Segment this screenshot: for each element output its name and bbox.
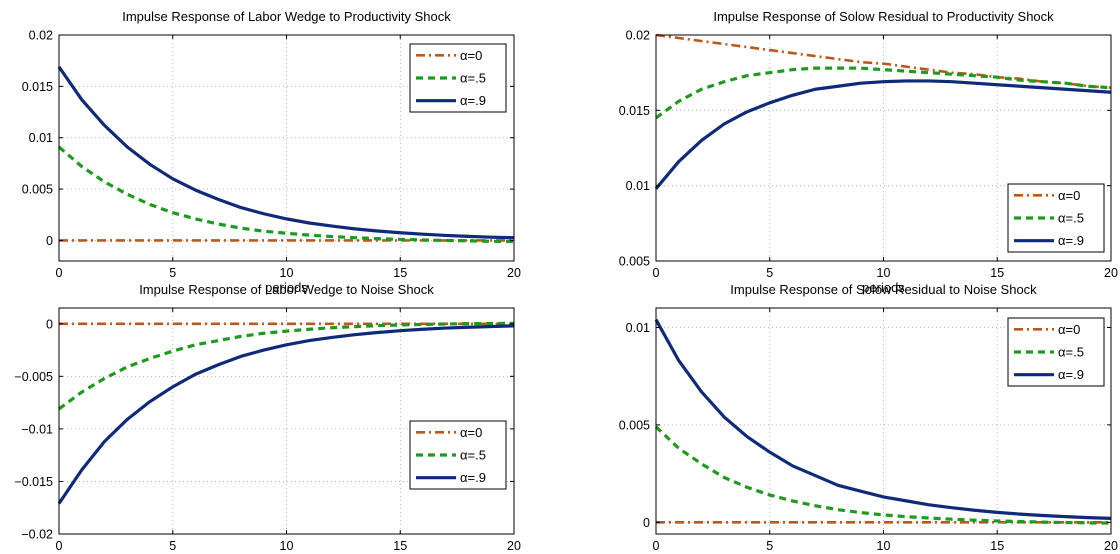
chart-title: Impulse Response of Solow Residual to No… bbox=[730, 282, 1037, 297]
x-tick-label: 10 bbox=[280, 539, 294, 553]
x-tick-label: 15 bbox=[990, 266, 1004, 280]
legend-label: α=0 bbox=[1058, 188, 1080, 203]
x-tick-label: 5 bbox=[766, 266, 773, 280]
legend-label: α=0 bbox=[460, 425, 482, 440]
chart-panel-1: 0 5 10 15 20 0 0.005 0.01 0.015 0.02 Impulse Respo… bbox=[22, 9, 521, 295]
x-tick-label: 20 bbox=[507, 266, 521, 280]
series-line-3 bbox=[654, 79, 1112, 190]
chart-title: Impulse Response of Labor Wedge to Noise… bbox=[139, 282, 434, 297]
y-tick-label: −0.005 bbox=[14, 370, 53, 384]
x-tick-label: 10 bbox=[877, 266, 891, 280]
chart-panel-2: 0 5 10 15 20 0.005 0.01 0.015 0.02 Impulse Respon… bbox=[619, 9, 1118, 295]
x-axis-label: periods bbox=[265, 280, 308, 295]
legend-label: α=.9 bbox=[1058, 233, 1084, 248]
series-line-3 bbox=[57, 324, 515, 505]
chart-title: Impulse Response of Solow Residual to Pr… bbox=[713, 9, 1054, 24]
x-tick-label: 5 bbox=[169, 539, 176, 553]
y-tick-label: 0.02 bbox=[29, 29, 53, 43]
legend: α=0 α=.5 α=.9 bbox=[409, 420, 507, 490]
chart-title: Impulse Response of Labor Wedge to Produ… bbox=[122, 9, 451, 24]
x-tick-label: 15 bbox=[990, 539, 1004, 553]
y-tick-label: 0.015 bbox=[619, 104, 650, 118]
legend-label: α=.5 bbox=[460, 448, 486, 463]
legend-label: α=.5 bbox=[1058, 345, 1084, 360]
x-tick-label: 10 bbox=[877, 539, 891, 553]
x-tick-label: 20 bbox=[507, 539, 521, 553]
x-tick-label: 5 bbox=[169, 266, 176, 280]
series-line-3 bbox=[57, 65, 515, 240]
series-line-2 bbox=[654, 425, 1112, 525]
y-tick-label: 0.01 bbox=[29, 131, 53, 145]
y-tick-label: 0.02 bbox=[626, 29, 650, 43]
x-tick-label: 5 bbox=[766, 539, 773, 553]
legend-label: α=.9 bbox=[460, 470, 486, 485]
legend-label: α=0 bbox=[1058, 322, 1080, 337]
legend: α=0 α=.5 α=.9 bbox=[1007, 183, 1105, 253]
y-tick-label: 0.005 bbox=[619, 418, 650, 432]
chart-panel-4: 0 5 10 15 20 0 0.005 0.01 Impulse Response of So… bbox=[619, 282, 1118, 554]
series-line-2 bbox=[655, 66, 1112, 120]
x-tick-label: 15 bbox=[393, 266, 407, 280]
x-tick-label: 15 bbox=[393, 539, 407, 553]
legend-label: α=.9 bbox=[460, 93, 486, 108]
series-line-2 bbox=[58, 321, 515, 411]
x-tick-label: 0 bbox=[653, 266, 660, 280]
x-tick-label: 0 bbox=[56, 539, 63, 553]
y-tick-label: 0.015 bbox=[22, 80, 53, 94]
series-line-3 bbox=[654, 318, 1112, 521]
x-axis-label: periods bbox=[862, 280, 905, 295]
y-tick-label: −0.02 bbox=[21, 528, 53, 542]
series-line-2 bbox=[57, 145, 515, 244]
legend-label: α=0 bbox=[460, 48, 482, 63]
y-tick-label: 0.01 bbox=[626, 321, 650, 335]
x-tick-label: 10 bbox=[280, 266, 294, 280]
y-tick-label: −0.015 bbox=[14, 475, 53, 489]
y-tick-label: 0 bbox=[46, 234, 53, 248]
chart-panel-3: 0 5 10 15 20 −0.02 −0.015 −0.01 −0.005 0 Impulse R… bbox=[14, 282, 521, 554]
legend: α=0 α=.5 α=.9 bbox=[409, 43, 507, 113]
legend-label: α=.5 bbox=[1058, 211, 1084, 226]
legend-label: α=.9 bbox=[1058, 367, 1084, 382]
legend: α=0 α=.5 α=.9 bbox=[1007, 317, 1105, 387]
y-tick-label: 0 bbox=[46, 317, 53, 331]
legend-label: α=.5 bbox=[460, 71, 486, 86]
y-tick-label: 0.005 bbox=[22, 183, 53, 197]
x-tick-label: 0 bbox=[653, 539, 660, 553]
x-tick-label: 20 bbox=[1104, 539, 1118, 553]
y-tick-label: 0.01 bbox=[626, 179, 650, 193]
y-tick-label: 0 bbox=[643, 516, 650, 530]
x-tick-label: 20 bbox=[1104, 266, 1118, 280]
y-tick-label: 0.005 bbox=[619, 255, 650, 269]
y-tick-label: −0.01 bbox=[21, 422, 53, 436]
x-tick-label: 0 bbox=[56, 266, 63, 280]
